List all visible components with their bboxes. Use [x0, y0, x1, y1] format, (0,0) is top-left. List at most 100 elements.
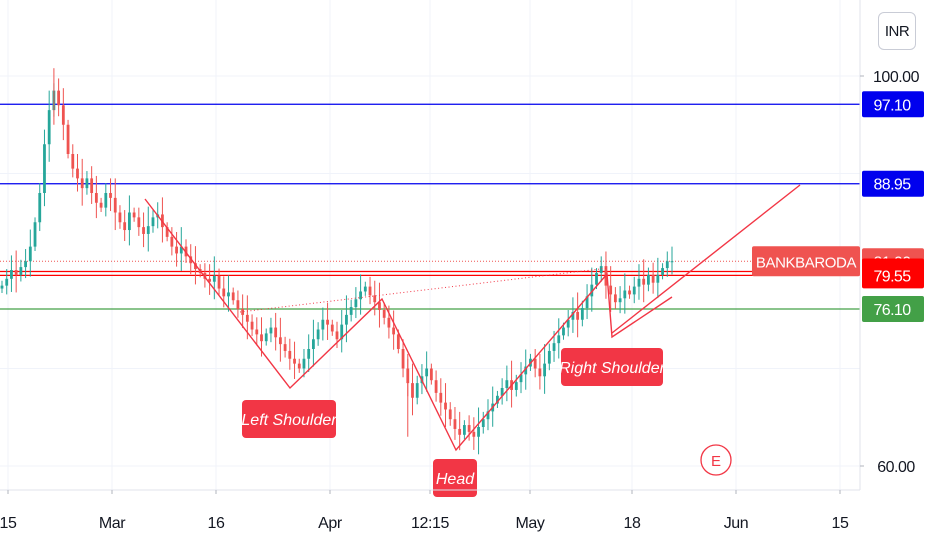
axis-tick-label: 100.00 [873, 69, 920, 86]
candle-body [505, 380, 509, 388]
candle-body [132, 212, 136, 218]
label-text: Right Shoulder [559, 360, 666, 377]
candle-body [76, 168, 79, 179]
label-box [433, 459, 477, 497]
candle-body [562, 327, 565, 336]
earnings-icon [700, 444, 732, 476]
candle-body [434, 380, 438, 393]
axis-tick-label: 60.00 [877, 459, 915, 476]
candle-body [321, 319, 325, 330]
candle-body [387, 317, 391, 328]
candle-body [137, 217, 141, 228]
candle-body [514, 382, 518, 390]
candle-body [212, 275, 216, 282]
time-tick-label: 16 [208, 515, 225, 532]
time-tick-label: 12:15 [411, 515, 450, 532]
candle-body [57, 90, 61, 106]
candle-body [99, 202, 103, 208]
candle-body [486, 411, 490, 420]
candle-body [411, 383, 414, 398]
horizontal-lines [0, 103, 860, 310]
candle-body [278, 337, 282, 345]
candle-body [538, 368, 542, 377]
price-badge: 88.95 [862, 170, 924, 197]
candle-body [170, 236, 174, 247]
price-badge-label: 79.55 [873, 268, 911, 285]
candle-body [127, 212, 131, 231]
candle-body [47, 110, 51, 145]
candle-body [496, 395, 499, 404]
candle-body [609, 285, 613, 295]
candle-body [146, 226, 150, 234]
candle-body [448, 409, 452, 420]
label-left-shoulder: Left Shoulder [241, 400, 337, 438]
candle-body [359, 291, 362, 300]
price-axis[interactable]: 60.00100.0097.1088.9581.0079.9579.5576.1… [752, 0, 924, 490]
candle-body [66, 124, 70, 154]
candle-body [118, 212, 122, 223]
candle-body [623, 290, 627, 299]
candle-body [444, 402, 447, 410]
candle-body [425, 368, 429, 377]
candle-body [477, 427, 480, 437]
candle-body [462, 425, 466, 435]
earnings-label: E [711, 453, 721, 470]
candle-body [340, 324, 344, 340]
candle-body [179, 246, 183, 254]
candle-body [670, 261, 674, 263]
candle-body [552, 343, 556, 351]
candle-body [0, 285, 4, 289]
candle-body [80, 178, 84, 189]
label-text: Head [436, 471, 475, 488]
candle-body [5, 278, 9, 286]
candle-body [519, 374, 523, 383]
currency-button[interactable]: INR [878, 12, 916, 50]
candle-body [189, 256, 193, 264]
candle-body [165, 227, 169, 237]
candle-body [618, 298, 622, 303]
candle-body [637, 278, 641, 287]
candle-body [245, 314, 249, 322]
time-axis[interactable]: 15 Mar 16 Apr 12:15 May 18 Jun 15 [0, 489, 860, 532]
candle-body [283, 344, 287, 351]
candle-body [85, 178, 89, 189]
label-box [242, 400, 336, 438]
candle-body [632, 286, 636, 295]
price-badge-label: 88.95 [873, 177, 911, 194]
time-tick-label: Mar [99, 515, 126, 532]
candle-body [378, 302, 381, 310]
candle-body [113, 197, 117, 213]
candle-body [33, 222, 37, 247]
candle-body [43, 144, 46, 193]
time-tick-label: May [515, 515, 544, 532]
candle-body [151, 217, 155, 227]
price-badge: 97.10 [862, 91, 924, 118]
candle-body [297, 363, 301, 369]
candle-body [571, 311, 575, 320]
time-tick-label: Jun [724, 515, 749, 532]
candle-body [307, 349, 311, 359]
candle-body [208, 278, 212, 282]
label-box [561, 348, 663, 386]
price-badge-label: 76.10 [873, 302, 911, 319]
candle-body [250, 321, 254, 330]
candle-body [10, 270, 13, 279]
candle-body [429, 368, 433, 381]
candle-body [566, 319, 570, 328]
candle-body [453, 419, 457, 429]
candle-body [142, 227, 145, 234]
time-tick-label: Apr [318, 515, 343, 532]
candle-body [194, 263, 197, 270]
candle-body [373, 295, 377, 303]
candle-body [24, 261, 27, 268]
candle-body [642, 278, 646, 285]
candle-body [217, 275, 221, 289]
pattern-drawings [144, 184, 801, 452]
pattern-labels: Left Shoulder Head Right Shoulder E [241, 348, 732, 497]
candle-body [576, 311, 580, 320]
candle-body [90, 178, 94, 193]
candle-body [467, 425, 471, 432]
candle-body [599, 266, 603, 273]
